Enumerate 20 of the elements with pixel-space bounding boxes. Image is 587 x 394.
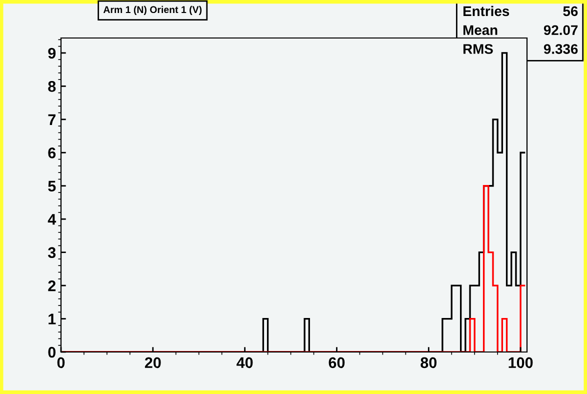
text: Entries 56 xyxy=(463,6,578,16)
y-tick-label: 7 xyxy=(48,114,56,125)
text: RMS 9.336 xyxy=(463,44,578,54)
chart-title: Arm 1 (N) Orient 1 (V) xyxy=(103,6,202,15)
y-tick-label: 5 xyxy=(48,180,56,192)
x-tick-label: 0 xyxy=(57,357,65,368)
y-tick-label: 4 xyxy=(48,214,56,225)
x-tick-label: 100 xyxy=(508,357,533,368)
y-tick-label: 6 xyxy=(48,148,56,158)
y-tick-label: 8 xyxy=(48,81,56,92)
x-tick-label: 20 xyxy=(144,357,161,368)
text: Mean 92.07 xyxy=(463,25,578,36)
x-tick-label: 80 xyxy=(420,357,437,368)
x-tick-label: 60 xyxy=(328,357,345,368)
y-tick-label: 2 xyxy=(48,280,56,292)
y-tick-label: 1 xyxy=(48,314,56,324)
y-tick-label: 0 xyxy=(48,346,56,358)
x-tick-label: 40 xyxy=(236,357,253,368)
y-tick-label: 3 xyxy=(48,247,56,258)
y-tick-label: 9 xyxy=(48,48,56,59)
